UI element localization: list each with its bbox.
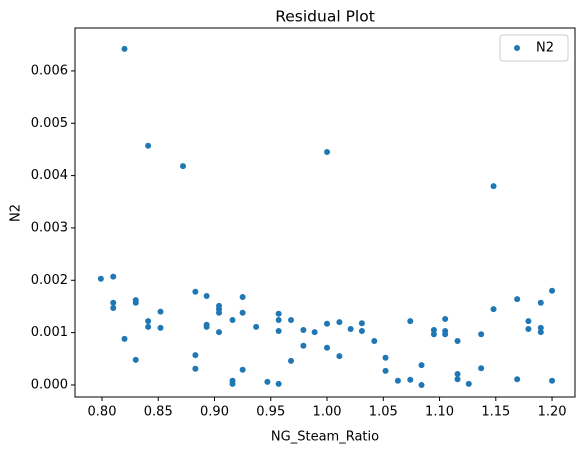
point xyxy=(430,331,437,338)
x-tick-label: 1.20 xyxy=(538,405,567,420)
x-tick-label: 1.10 xyxy=(425,405,454,420)
point xyxy=(216,309,223,316)
point xyxy=(97,275,104,282)
point xyxy=(311,329,318,336)
y-tick-label: 0.000 xyxy=(31,377,68,392)
x-tick-label: 0.85 xyxy=(144,405,173,420)
point xyxy=(275,328,282,335)
x-axis-label: NG_Steam_Ratio xyxy=(271,430,379,445)
plot-frame xyxy=(74,27,576,398)
point xyxy=(157,324,164,331)
point xyxy=(454,376,461,383)
point xyxy=(394,377,401,384)
point xyxy=(239,294,246,301)
x-tick-label: 0.80 xyxy=(88,405,117,420)
point xyxy=(490,183,497,190)
point xyxy=(216,329,223,336)
point xyxy=(478,331,485,338)
point xyxy=(239,366,246,373)
point xyxy=(407,318,414,325)
y-tick-label: 0.002 xyxy=(31,273,68,288)
x-tick-label: 0.95 xyxy=(256,405,285,420)
point xyxy=(110,273,117,280)
point xyxy=(382,354,389,361)
point xyxy=(418,381,425,388)
point xyxy=(145,323,152,330)
x-tick-label: 1.00 xyxy=(313,405,342,420)
point xyxy=(121,45,128,52)
point xyxy=(300,327,307,334)
point xyxy=(203,292,210,299)
point xyxy=(180,163,187,170)
point xyxy=(549,377,556,384)
point xyxy=(110,305,117,312)
point xyxy=(442,331,449,338)
point xyxy=(407,376,414,383)
point xyxy=(145,142,152,149)
point xyxy=(525,318,532,325)
point xyxy=(549,287,556,294)
point xyxy=(371,337,378,344)
point xyxy=(239,309,246,316)
point xyxy=(490,306,497,313)
point xyxy=(132,299,139,306)
point xyxy=(192,288,199,295)
point xyxy=(324,344,331,351)
point xyxy=(454,370,461,377)
point xyxy=(514,376,521,383)
point xyxy=(324,149,331,156)
point xyxy=(514,296,521,303)
point xyxy=(110,299,117,306)
point xyxy=(132,356,139,363)
y-tick-label: 0.005 xyxy=(31,116,68,131)
point xyxy=(288,357,295,364)
point xyxy=(253,323,260,330)
point xyxy=(537,299,544,306)
point xyxy=(537,329,544,336)
point xyxy=(418,362,425,369)
y-tick-label: 0.001 xyxy=(31,325,68,340)
point xyxy=(192,352,199,359)
point xyxy=(229,317,236,324)
point xyxy=(358,320,365,327)
x-tick-label: 0.90 xyxy=(200,405,229,420)
point xyxy=(203,323,210,330)
point xyxy=(525,325,532,332)
legend-box xyxy=(499,34,569,62)
legend-marker xyxy=(514,45,520,51)
y-tick-label: 0.004 xyxy=(31,168,68,183)
chart-title: Residual Plot xyxy=(275,8,375,26)
point xyxy=(192,365,199,372)
point xyxy=(358,328,365,335)
point xyxy=(275,317,282,324)
point xyxy=(264,378,271,385)
point xyxy=(382,367,389,374)
point xyxy=(537,324,544,331)
point xyxy=(347,325,354,332)
y-axis-label: N2 xyxy=(9,204,24,222)
point xyxy=(145,318,152,325)
point xyxy=(288,317,295,324)
point xyxy=(430,327,437,334)
point xyxy=(275,380,282,387)
point xyxy=(465,380,472,387)
legend-label: N2 xyxy=(536,41,554,56)
point xyxy=(157,308,164,315)
point xyxy=(275,310,282,317)
point xyxy=(229,380,236,387)
point xyxy=(478,365,485,372)
point xyxy=(324,320,331,327)
point xyxy=(336,353,343,360)
point xyxy=(336,319,343,326)
point xyxy=(454,337,461,344)
x-tick-label: 1.05 xyxy=(369,405,398,420)
y-tick-label: 0.006 xyxy=(31,63,68,78)
point xyxy=(121,335,128,342)
y-tick-label: 0.003 xyxy=(31,220,68,235)
x-tick-label: 1.15 xyxy=(481,405,510,420)
point xyxy=(442,316,449,323)
point xyxy=(300,342,307,349)
